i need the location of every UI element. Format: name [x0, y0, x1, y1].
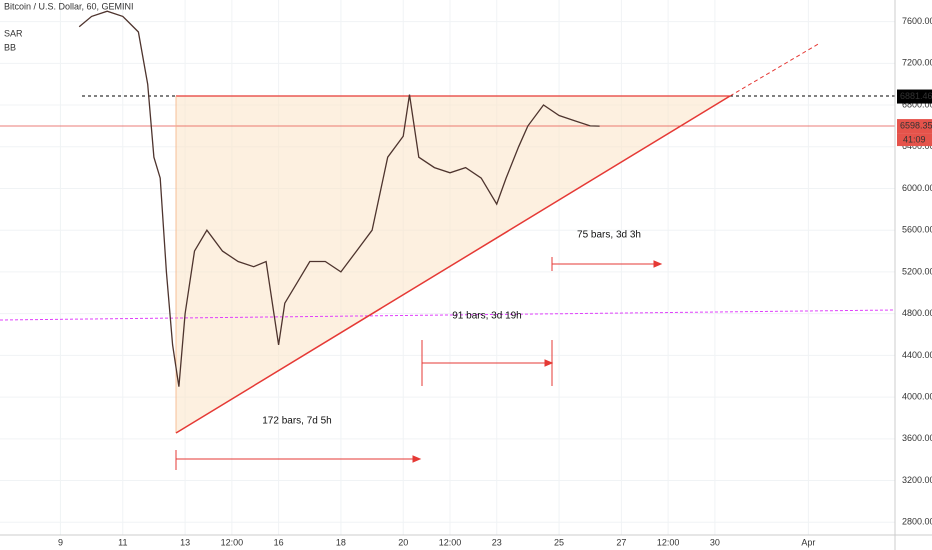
- y-tick-label: 3200.00: [902, 475, 932, 485]
- y-tick-label: 3600.00: [902, 433, 932, 443]
- annotation: 172 bars, 7d 5h: [262, 416, 332, 427]
- y-tick-label: 4000.00: [902, 391, 932, 401]
- y-tick-label: 4400.00: [902, 350, 932, 360]
- countdown-box: [897, 133, 932, 147]
- x-tick-label: 30: [710, 537, 720, 547]
- y-tick-label: 6000.00: [902, 183, 932, 193]
- trendline-extension: [729, 42, 821, 97]
- price-label-box: [897, 89, 932, 104]
- x-tick-label: 20: [398, 537, 408, 547]
- y-tick-label: 4800.00: [902, 308, 932, 318]
- price-label: 6881.46: [900, 91, 932, 101]
- y-tick-label: 5200.00: [902, 266, 932, 276]
- x-tick-label: 18: [336, 537, 346, 547]
- range-measures: [175, 257, 663, 470]
- x-tick-label: 11: [118, 537, 127, 547]
- countdown: 41:09: [903, 134, 926, 144]
- x-tick-label: 9: [58, 537, 63, 547]
- indicator-label: SAR: [4, 28, 23, 38]
- y-tick-label: 6400.00: [902, 141, 932, 151]
- x-tick-label: 12:00: [439, 537, 462, 547]
- trendline: [175, 95, 731, 434]
- x-tick-label: 13: [180, 537, 190, 547]
- x-tick-label: Apr: [801, 537, 815, 547]
- axes: 2800.00 3200.00 3600.00 4000.00 4400.00 4800.…: [58, 16, 932, 547]
- x-tick-label: 27: [616, 537, 626, 547]
- x-tick-label: 12:00: [657, 537, 680, 547]
- y-tick-label: 7600.00: [902, 16, 932, 26]
- chart-title: Bitcoin / U.S. Dollar, 60, GEMINI: [4, 1, 134, 11]
- x-tick-label: 23: [492, 537, 502, 547]
- x-tick-label: 16: [274, 537, 284, 547]
- price-label: 6598.35: [900, 120, 932, 130]
- y-tick-label: 6800.00: [902, 99, 932, 109]
- indicator-label: BB: [4, 42, 16, 52]
- x-tick-label: 25: [554, 537, 564, 547]
- y-tick-label: 2800.00: [902, 517, 932, 527]
- plot: [78, 10, 600, 387]
- price-line: [78, 10, 600, 387]
- annotation: 75 bars, 3d 3h: [577, 230, 641, 241]
- support-dotted: [0, 309, 896, 321]
- x-tick-label: 12:00: [221, 537, 244, 547]
- price-label-box: [897, 119, 932, 134]
- annotation: 91 bars, 3d 19h: [452, 311, 522, 322]
- y-tick-label: 5600.00: [902, 225, 932, 235]
- y-tick-label: 7200.00: [902, 58, 932, 68]
